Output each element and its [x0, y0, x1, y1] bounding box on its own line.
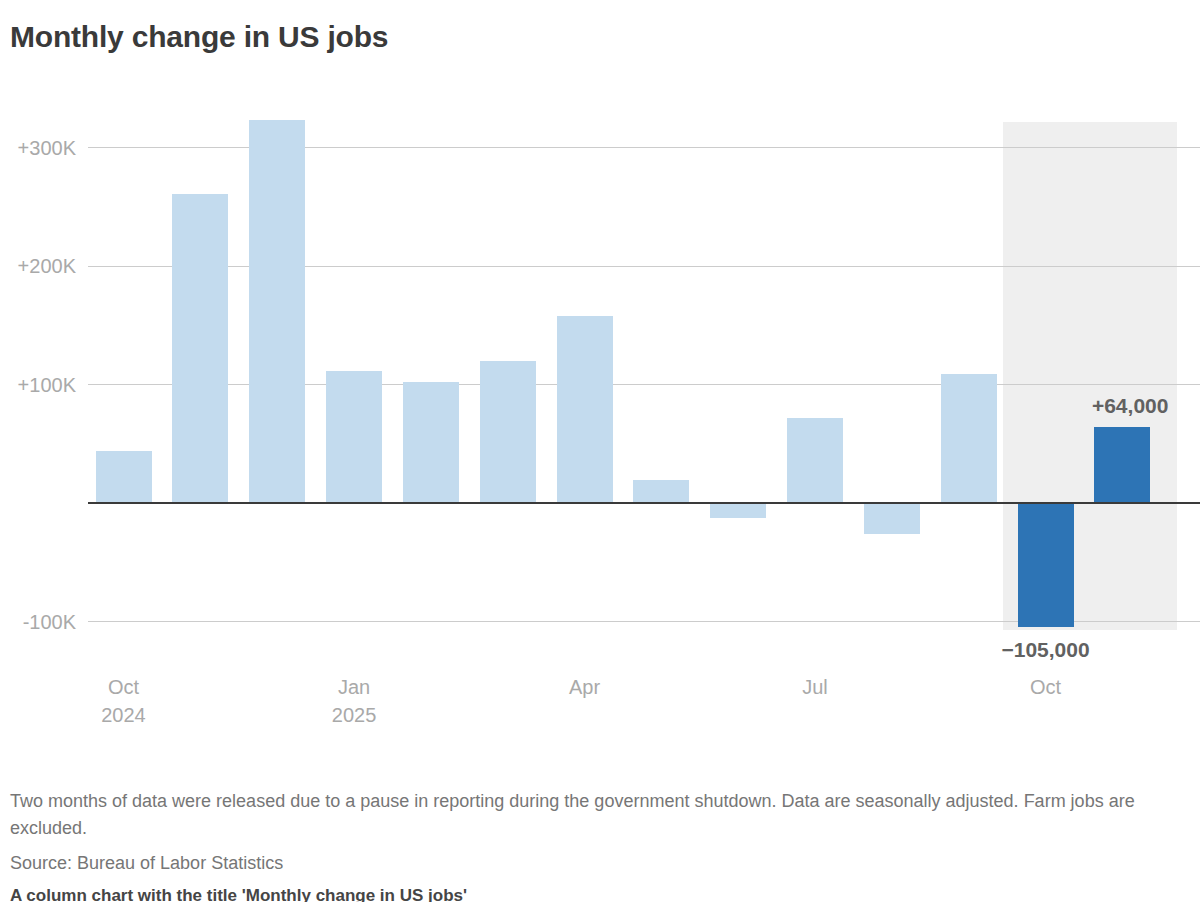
bar-oct-2025 — [1018, 503, 1074, 627]
bar-mar-2025 — [480, 361, 536, 503]
x-tick-label-oct-2024: Oct 2024 — [59, 676, 189, 726]
y-tick-label--300k: +300K — [0, 137, 76, 159]
bar-nov-2024 — [172, 194, 228, 503]
bar-may-2025 — [633, 480, 689, 503]
bar-feb-2025 — [403, 382, 459, 503]
bar-dec-2024 — [249, 120, 305, 503]
annotation-oct-2025: −105,000 — [1001, 638, 1089, 662]
zero-axis-line — [88, 502, 1200, 504]
bar-jan-2025 — [326, 371, 382, 503]
x-tick-label-jan-2025: Jan 2025 — [289, 676, 419, 726]
x-tick-month: Jul — [802, 676, 828, 698]
x-tick-month: Jan — [338, 676, 370, 698]
x-tick-label-oct: Oct — [981, 676, 1111, 698]
chart-alt-text: A column chart with the title 'Monthly c… — [10, 886, 1190, 902]
x-tick-year: 2025 — [289, 704, 419, 726]
jobs-chart-page: Monthly change in US jobs +300K+200K+100… — [0, 0, 1200, 902]
bar-nov-2025 — [1094, 427, 1150, 503]
y-tick-label--100k: -100K — [0, 611, 76, 633]
x-tick-month: Oct — [108, 676, 139, 698]
bar-oct-2024 — [96, 451, 152, 503]
x-tick-label-apr: Apr — [520, 676, 650, 698]
bar-apr-2025 — [557, 316, 613, 503]
column-chart: +300K +200K +100K -100K Oct 2024 Jan 2025 Apr Ju… — [0, 0, 1200, 760]
x-tick-label-jul: Jul — [750, 676, 880, 698]
annotation-nov-2025: +64,000 — [1092, 394, 1169, 418]
y-tick-label--200k: +200K — [0, 255, 76, 277]
bar-sep-2025 — [941, 374, 997, 503]
x-tick-year: 2024 — [59, 704, 189, 726]
chart-footnote: Two months of data were released due to … — [10, 788, 1190, 842]
chart-source: Source: Bureau of Labor Statistics — [10, 853, 1190, 874]
bar-jul-2025 — [787, 418, 843, 503]
x-tick-month: Apr — [569, 676, 600, 698]
bar-aug-2025 — [864, 503, 920, 534]
x-tick-month: Oct — [1030, 676, 1061, 698]
y-tick-label--100k: +100K — [0, 374, 76, 396]
bar-jun-2025 — [710, 503, 766, 518]
